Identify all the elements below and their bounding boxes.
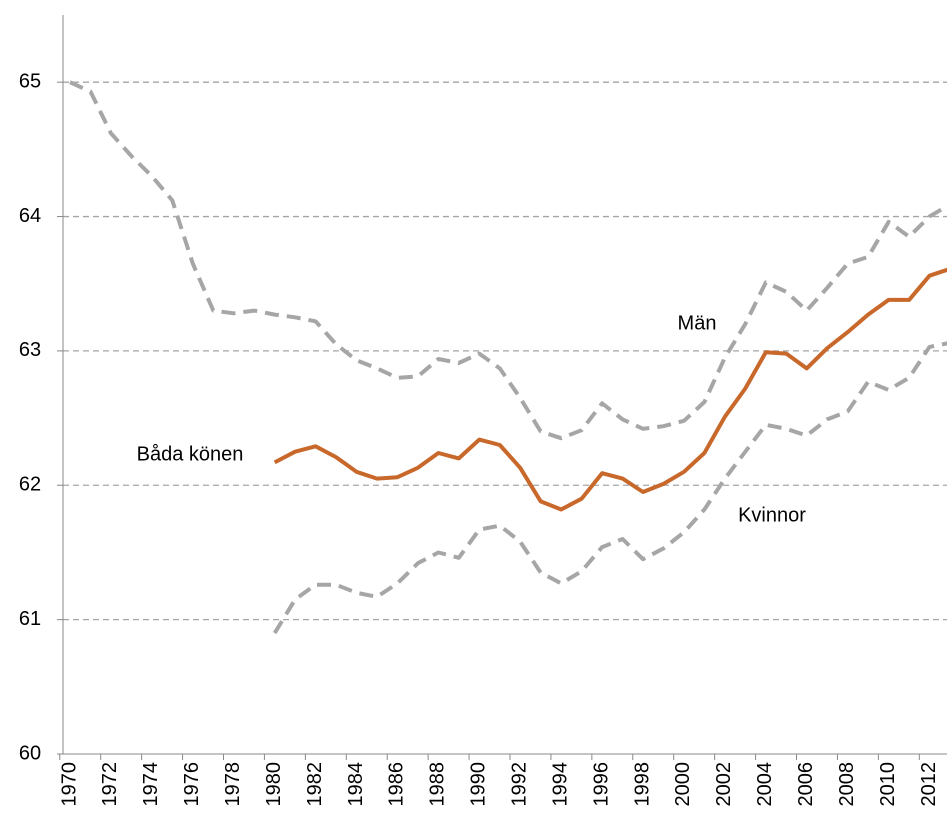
x-tick-label: 1978 bbox=[222, 762, 244, 807]
x-tick-label: 1992 bbox=[509, 762, 531, 807]
y-tick-label: 61 bbox=[19, 608, 41, 630]
x-tick-label: 1974 bbox=[140, 762, 162, 807]
x-tick-label: 2000 bbox=[672, 762, 694, 807]
x-tick-label: 1988 bbox=[427, 762, 449, 807]
x-tick-label: 1994 bbox=[549, 762, 571, 807]
y-tick-label: 60 bbox=[19, 742, 41, 764]
x-tick-label: 1980 bbox=[263, 762, 285, 807]
x-tick-label: 1982 bbox=[304, 762, 326, 807]
y-tick-label: 65 bbox=[19, 70, 41, 92]
x-tick-label: 1986 bbox=[386, 762, 408, 807]
series-line bbox=[272, 341, 947, 635]
x-tick-label: 1990 bbox=[468, 762, 490, 807]
series-label: Män bbox=[678, 312, 717, 334]
x-tick-label: 1996 bbox=[590, 762, 612, 807]
x-tick-label: 2002 bbox=[713, 762, 735, 807]
x-tick-label: 2008 bbox=[836, 762, 858, 807]
x-tick-label: 1976 bbox=[181, 762, 203, 807]
x-tick-label: 1998 bbox=[631, 762, 653, 807]
series-line bbox=[273, 267, 947, 512]
series-line bbox=[69, 80, 947, 441]
x-tick-label: 2012 bbox=[918, 762, 940, 807]
x-tick-label: 1972 bbox=[99, 762, 121, 807]
y-tick-label: 64 bbox=[19, 205, 41, 227]
y-tick-label: 62 bbox=[19, 474, 41, 496]
x-tick-label: 1984 bbox=[345, 762, 367, 807]
x-tick-label: 1970 bbox=[58, 762, 80, 807]
x-tick-label: 2004 bbox=[754, 762, 776, 807]
y-tick-label: 63 bbox=[19, 339, 41, 361]
series-label: Kvinnor bbox=[738, 504, 806, 526]
x-tick-label: 2006 bbox=[795, 762, 817, 807]
series-label: Båda könen bbox=[137, 443, 244, 465]
x-tick-label: 2010 bbox=[877, 762, 899, 807]
